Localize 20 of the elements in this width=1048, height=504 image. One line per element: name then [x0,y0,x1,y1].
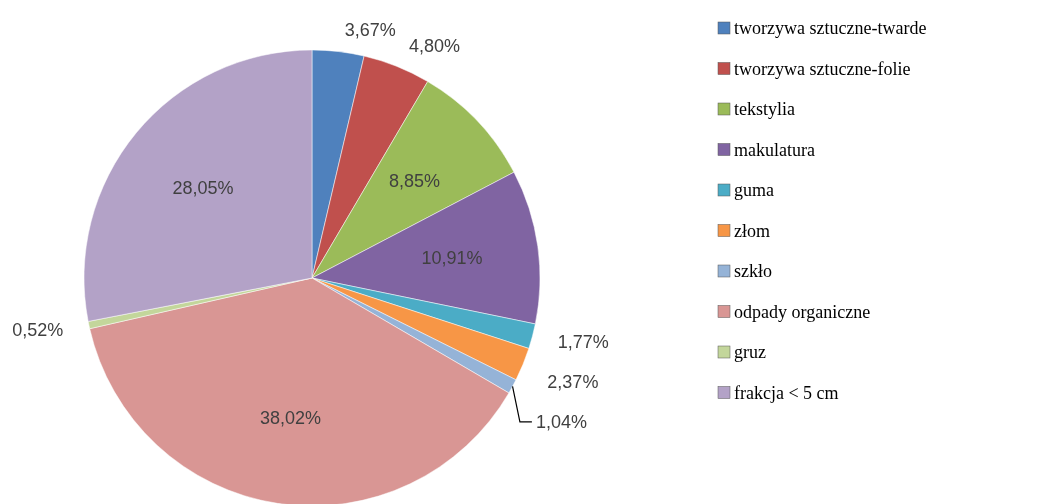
data-label: 1,77% [557,331,609,352]
legend-label: guma [734,180,774,200]
data-label: 3,67% [344,19,396,40]
legend-label: szkło [734,261,772,281]
legend-label: frakcja < 5 cm [734,382,839,403]
legend-label: tworzywa sztuczne-folie [734,58,911,79]
legend-label: tekstylia [734,99,795,119]
data-label: 1,04% [535,411,587,432]
data-label: 0,52% [12,319,64,340]
legend-label: odpady organiczne [734,301,871,322]
data-label: 38,02% [260,407,322,428]
data-label: 10,91% [421,248,483,269]
legend-label: gruz [734,342,766,362]
data-label: 2,37% [547,371,599,392]
data-label: 8,85% [388,170,440,191]
legend-label: makulatura [734,139,815,160]
data-label: 28,05% [172,178,234,199]
legend-label: złom [734,220,770,241]
data-label: 4,80% [409,35,461,56]
legend-label: tworzywa sztuczne-twarde [734,18,927,38]
